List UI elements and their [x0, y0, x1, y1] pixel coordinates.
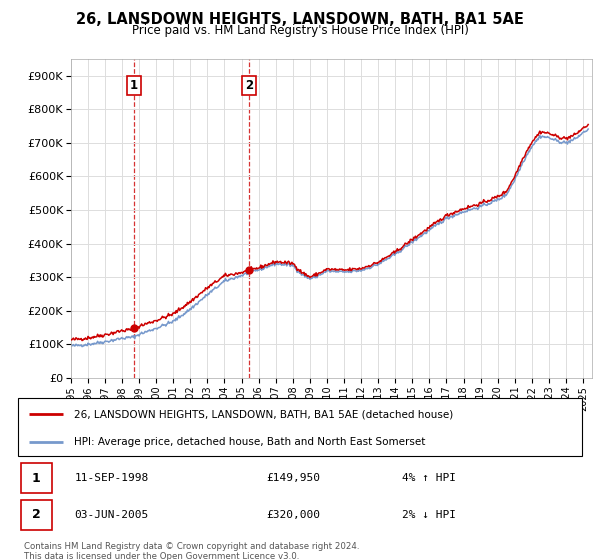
- Text: 11-SEP-1998: 11-SEP-1998: [74, 473, 149, 483]
- Bar: [21, 500, 52, 530]
- Bar: [21, 463, 52, 493]
- Text: 2% ↓ HPI: 2% ↓ HPI: [401, 510, 455, 520]
- Text: 1: 1: [130, 79, 138, 92]
- Text: 1: 1: [32, 472, 41, 484]
- Text: 03-JUN-2005: 03-JUN-2005: [74, 510, 149, 520]
- Text: 26, LANSDOWN HEIGHTS, LANSDOWN, BATH, BA1 5AE: 26, LANSDOWN HEIGHTS, LANSDOWN, BATH, BA…: [76, 12, 524, 27]
- Text: Price paid vs. HM Land Registry's House Price Index (HPI): Price paid vs. HM Land Registry's House …: [131, 24, 469, 37]
- Text: HPI: Average price, detached house, Bath and North East Somerset: HPI: Average price, detached house, Bath…: [74, 437, 426, 447]
- Text: Contains HM Land Registry data © Crown copyright and database right 2024.
This d: Contains HM Land Registry data © Crown c…: [24, 542, 359, 560]
- Text: 26, LANSDOWN HEIGHTS, LANSDOWN, BATH, BA1 5AE (detached house): 26, LANSDOWN HEIGHTS, LANSDOWN, BATH, BA…: [74, 409, 454, 419]
- Text: £149,950: £149,950: [266, 473, 320, 483]
- Text: 2: 2: [32, 508, 41, 521]
- Text: 2: 2: [245, 79, 253, 92]
- Text: 4% ↑ HPI: 4% ↑ HPI: [401, 473, 455, 483]
- Text: £320,000: £320,000: [266, 510, 320, 520]
